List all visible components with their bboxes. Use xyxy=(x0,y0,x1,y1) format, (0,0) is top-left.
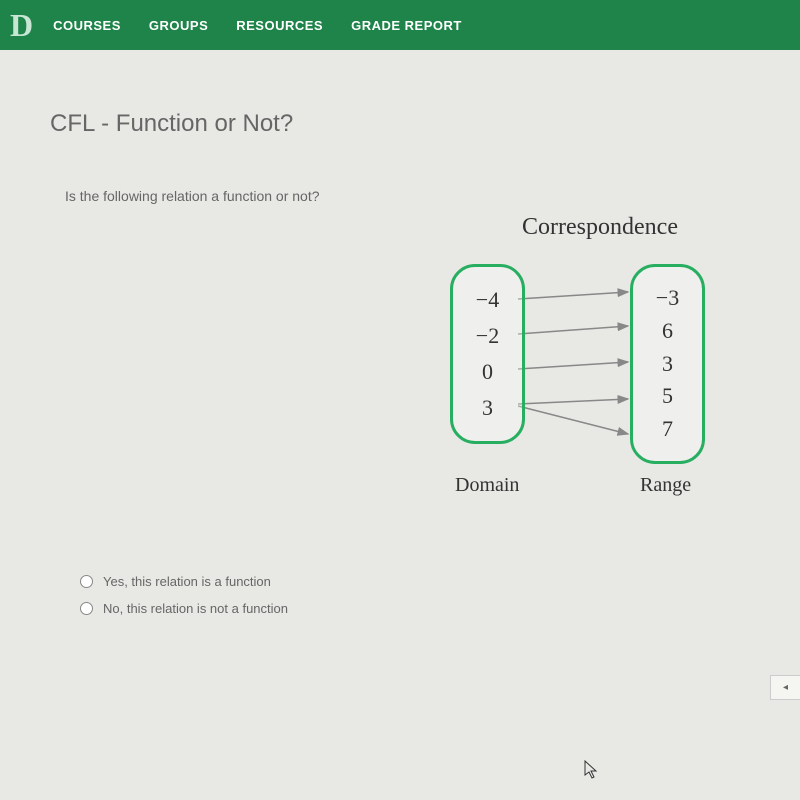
radio-icon xyxy=(80,575,93,588)
question-text: Is the following relation a function or … xyxy=(65,188,750,204)
range-value: −3 xyxy=(656,283,679,314)
range-value: 3 xyxy=(662,349,673,380)
nav-groups[interactable]: GROUPS xyxy=(149,18,208,33)
nav-bar: D COURSES GROUPS RESOURCES GRADE REPORT xyxy=(0,0,800,50)
nav-grade-report[interactable]: GRADE REPORT xyxy=(351,18,462,33)
range-value: 6 xyxy=(662,316,673,347)
radio-icon xyxy=(80,602,93,615)
option-yes[interactable]: Yes, this relation is a function xyxy=(80,574,750,589)
range-oval: −3 6 3 5 7 xyxy=(630,264,705,464)
side-tab-button[interactable]: ◂ xyxy=(770,675,800,700)
option-label: Yes, this relation is a function xyxy=(103,574,271,589)
page-title: CFL - Function or Not? xyxy=(50,110,750,138)
diagram-title: Correspondence xyxy=(522,214,678,241)
domain-oval: −4 −2 0 3 xyxy=(450,264,525,444)
option-no[interactable]: No, this relation is not a function xyxy=(80,601,750,616)
domain-value: 0 xyxy=(482,357,493,388)
cursor-icon xyxy=(584,760,600,785)
logo: D xyxy=(10,7,33,44)
domain-label: Domain xyxy=(455,474,519,497)
nav-courses[interactable]: COURSES xyxy=(53,18,121,33)
option-label: No, this relation is not a function xyxy=(103,601,288,616)
range-value: 5 xyxy=(662,381,673,412)
answer-options: Yes, this relation is a function No, thi… xyxy=(80,574,750,616)
correspondence-diagram: Correspondence −4 −2 0 3 −3 6 3 5 7 Doma… xyxy=(400,214,800,534)
domain-value: −4 xyxy=(476,285,499,316)
domain-value: −2 xyxy=(476,321,499,352)
domain-value: 3 xyxy=(482,393,493,424)
range-value: 7 xyxy=(662,414,673,445)
content-area: CFL - Function or Not? Is the following … xyxy=(0,50,800,648)
nav-resources[interactable]: RESOURCES xyxy=(236,18,323,33)
range-label: Range xyxy=(640,474,691,497)
